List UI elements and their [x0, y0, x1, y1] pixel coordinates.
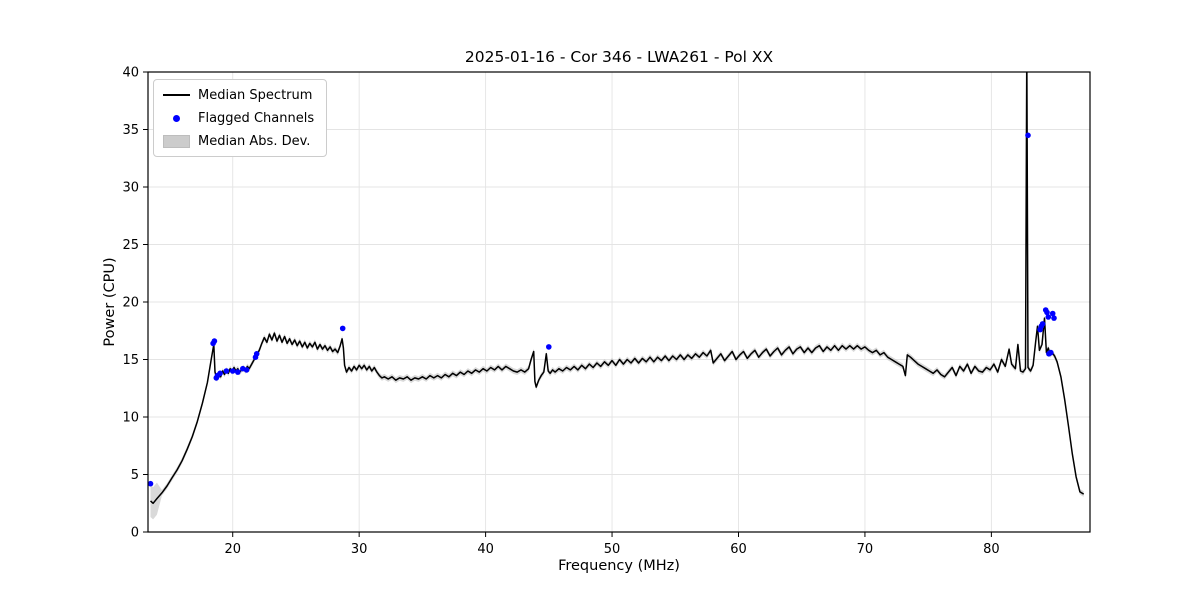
y-tick-label: 15	[122, 353, 139, 368]
flagged-point	[217, 370, 223, 377]
legend-label-median-abs-dev: Median Abs. Dev.	[198, 133, 311, 149]
flagged-point	[1039, 321, 1046, 327]
x-tick-label: 30	[351, 542, 368, 557]
flagged-point	[223, 368, 230, 374]
dot-sample-icon	[163, 114, 190, 122]
legend-item-median-spectrum: Median Spectrum	[163, 87, 314, 103]
flagged-point	[235, 369, 241, 375]
flagged-point	[253, 351, 260, 357]
x-tick-label: 40	[477, 542, 494, 557]
legend: Median Spectrum Flagged Channels Median …	[153, 79, 328, 157]
x-axis-label: Frequency (MHz)	[558, 558, 680, 574]
y-tick-label: 25	[122, 238, 139, 253]
legend-label-median-spectrum: Median Spectrum	[198, 87, 313, 103]
flagged-point	[1049, 310, 1056, 317]
flagged-point	[1048, 349, 1054, 356]
y-tick-label: 35	[122, 123, 139, 138]
flagged-point	[339, 325, 346, 332]
legend-item-flagged-channels: Flagged Channels	[163, 110, 314, 126]
x-tick-label: 80	[983, 542, 1000, 557]
flagged-point	[1051, 315, 1057, 321]
x-tick-label: 70	[857, 542, 874, 557]
legend-label-flagged-channels: Flagged Channels	[198, 110, 315, 126]
flagged-point	[211, 338, 218, 344]
legend-item-median-abs-dev: Median Abs. Dev.	[163, 133, 314, 149]
y-tick-label: 5	[131, 468, 139, 483]
flagged-point	[229, 368, 236, 374]
y-tick-label: 30	[122, 181, 139, 196]
flagged-point	[243, 367, 250, 373]
y-tick-label: 0	[131, 526, 139, 541]
median-spectrum-line	[149, 72, 1085, 505]
y-tick-label: 40	[122, 66, 139, 81]
flagged-point	[1044, 309, 1050, 316]
y-tick-label: 20	[122, 296, 139, 311]
flagged-point	[1025, 132, 1031, 139]
x-tick-label: 50	[604, 542, 621, 557]
x-tick-label: 60	[730, 542, 747, 557]
patch-sample-icon	[163, 134, 190, 148]
flagged-point	[546, 344, 552, 350]
x-tick-label: 20	[224, 542, 241, 557]
flagged-point	[1045, 314, 1052, 320]
flagged-point	[147, 480, 154, 487]
chart-title: 2025-01-16 - Cor 346 - LWA261 - Pol XX	[464, 48, 774, 66]
y-tick-label: 10	[122, 411, 139, 426]
y-axis-label: Power (CPU)	[102, 257, 118, 347]
line-sample-icon	[163, 94, 190, 96]
